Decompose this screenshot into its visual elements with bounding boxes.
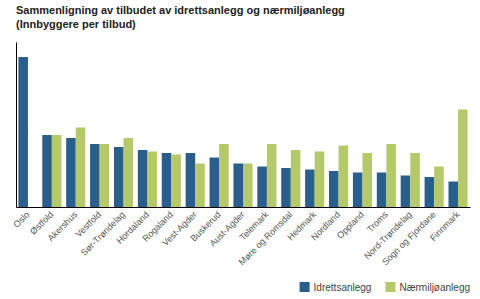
plot: OsloØstfoldAkershusVestfoldSør-Trøndelag… bbox=[11, 43, 470, 268]
x-tick: Aust-Agder bbox=[208, 209, 247, 248]
x-tick-label: Aust-Agder bbox=[208, 209, 247, 248]
x-tick-label: Oppland bbox=[335, 209, 366, 240]
bar bbox=[448, 182, 458, 208]
bar bbox=[66, 138, 76, 207]
x-tick: Vest-Agder bbox=[160, 209, 199, 248]
bar bbox=[425, 177, 435, 207]
title: Sammenligning av tilbudet av idrettsanle… bbox=[16, 4, 345, 30]
bar bbox=[329, 171, 339, 207]
x-tick: Akershus bbox=[46, 209, 80, 243]
legend-item: Idrettsanlegg bbox=[300, 282, 372, 293]
bar bbox=[243, 164, 253, 208]
x-tick: Nordland bbox=[309, 209, 342, 242]
bar bbox=[114, 147, 124, 207]
bar bbox=[195, 164, 205, 208]
title-line: Sammenligning av tilbudet av idrettsanle… bbox=[16, 4, 345, 16]
x-axis: OsloØstfoldAkershusVestfoldSør-Trøndelag… bbox=[11, 208, 470, 268]
legend-label: Idrettsanlegg bbox=[314, 282, 372, 293]
bar bbox=[162, 153, 172, 207]
series bbox=[52, 110, 468, 208]
bar bbox=[186, 153, 196, 207]
x-tick: Oppland bbox=[335, 209, 366, 240]
bar bbox=[377, 173, 387, 208]
bar bbox=[138, 150, 148, 207]
bar bbox=[291, 150, 301, 207]
bar bbox=[339, 146, 349, 208]
y-axis-line bbox=[16, 43, 17, 208]
bar bbox=[401, 176, 411, 208]
bar bbox=[90, 144, 100, 207]
legend-swatch bbox=[300, 282, 310, 292]
x-tick: Oslo bbox=[11, 209, 31, 229]
bar bbox=[210, 158, 220, 208]
bar bbox=[124, 138, 134, 207]
x-tick-label: Oslo bbox=[11, 209, 31, 229]
title-line: (Innbyggere per tilbud) bbox=[16, 18, 136, 30]
bar bbox=[410, 153, 420, 207]
bar bbox=[233, 164, 243, 208]
bar bbox=[100, 144, 110, 207]
chart-container: Sammenligning av tilbudet av idrettsanle… bbox=[0, 0, 480, 299]
bar bbox=[219, 144, 229, 207]
bar bbox=[353, 173, 363, 208]
legend-item: Nærmiljøanlegg bbox=[385, 282, 470, 293]
bar bbox=[362, 153, 372, 207]
x-tick: Møre og Romsdal bbox=[237, 209, 295, 267]
bar bbox=[18, 57, 28, 207]
bar bbox=[386, 144, 396, 207]
x-tick-label: Nordland bbox=[309, 209, 342, 242]
bar bbox=[147, 152, 157, 208]
bar bbox=[257, 167, 267, 208]
bar bbox=[52, 135, 62, 207]
legend-label: Nærmiljøanlegg bbox=[399, 282, 470, 293]
x-tick-label: Vest-Agder bbox=[160, 209, 199, 248]
bar bbox=[42, 135, 52, 207]
chart-svg: Sammenligning av tilbudet av idrettsanle… bbox=[0, 0, 480, 299]
x-tick-label: Finnmark bbox=[428, 209, 462, 243]
bar bbox=[76, 128, 86, 208]
bar bbox=[171, 155, 181, 208]
bar bbox=[458, 110, 468, 208]
x-tick-label: Akershus bbox=[46, 209, 80, 243]
bars bbox=[18, 57, 467, 207]
legend: Idrettsanlegg Nærmiljøanlegg bbox=[300, 282, 470, 293]
bar bbox=[315, 152, 325, 208]
y-axis bbox=[16, 43, 17, 208]
series bbox=[18, 57, 458, 207]
bar bbox=[28, 207, 38, 208]
x-axis-line bbox=[17, 207, 471, 208]
x-tick-label: Møre og Romsdal bbox=[237, 209, 295, 267]
x-tick: Finnmark bbox=[428, 209, 462, 243]
bar bbox=[281, 168, 291, 207]
bar bbox=[434, 167, 444, 208]
bar bbox=[305, 170, 315, 208]
bar bbox=[267, 144, 277, 207]
legend-swatch bbox=[385, 282, 395, 292]
